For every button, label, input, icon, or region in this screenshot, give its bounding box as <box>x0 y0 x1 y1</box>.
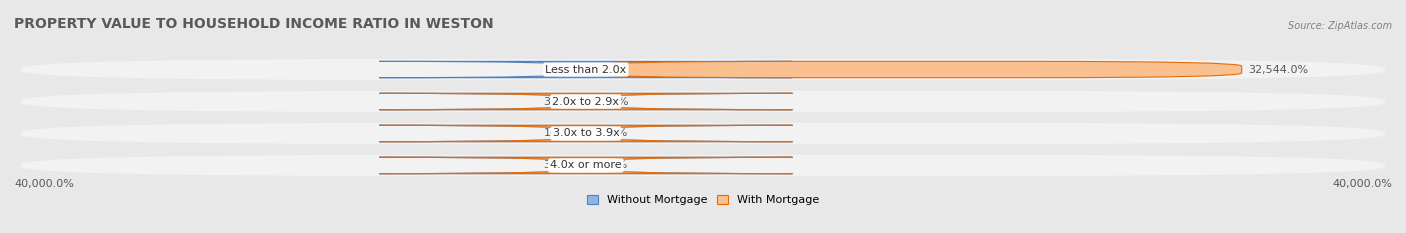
Text: 2.0x to 2.9x: 2.0x to 2.9x <box>553 96 620 106</box>
Text: 17.5%: 17.5% <box>593 128 628 138</box>
Text: 15.6%: 15.6% <box>593 161 628 171</box>
Text: Less than 2.0x: Less than 2.0x <box>546 65 627 75</box>
Text: 3.0x to 3.9x: 3.0x to 3.9x <box>553 128 619 138</box>
FancyBboxPatch shape <box>380 157 793 174</box>
Text: Source: ZipAtlas.com: Source: ZipAtlas.com <box>1288 21 1392 31</box>
Text: 19.4%: 19.4% <box>543 65 579 75</box>
Text: 44.6%: 44.6% <box>593 96 628 106</box>
FancyBboxPatch shape <box>380 93 792 110</box>
Text: PROPERTY VALUE TO HOUSEHOLD INCOME RATIO IN WESTON: PROPERTY VALUE TO HOUSEHOLD INCOME RATIO… <box>14 17 494 31</box>
Text: 32,544.0%: 32,544.0% <box>1249 65 1309 75</box>
FancyBboxPatch shape <box>586 61 1241 78</box>
Legend: Without Mortgage, With Mortgage: Without Mortgage, With Mortgage <box>588 195 818 205</box>
Text: 40,000.0%: 40,000.0% <box>1331 178 1392 188</box>
Text: 35.9%: 35.9% <box>543 96 578 106</box>
Text: 14.6%: 14.6% <box>543 128 579 138</box>
FancyBboxPatch shape <box>21 91 1385 112</box>
FancyBboxPatch shape <box>380 61 793 78</box>
FancyBboxPatch shape <box>380 125 793 142</box>
FancyBboxPatch shape <box>21 155 1385 176</box>
FancyBboxPatch shape <box>21 59 1385 80</box>
Text: 40,000.0%: 40,000.0% <box>14 178 75 188</box>
FancyBboxPatch shape <box>380 157 792 174</box>
FancyBboxPatch shape <box>21 123 1385 144</box>
Text: 30.1%: 30.1% <box>543 161 578 171</box>
FancyBboxPatch shape <box>380 125 793 142</box>
FancyBboxPatch shape <box>380 93 793 110</box>
Text: 4.0x or more: 4.0x or more <box>550 161 621 171</box>
